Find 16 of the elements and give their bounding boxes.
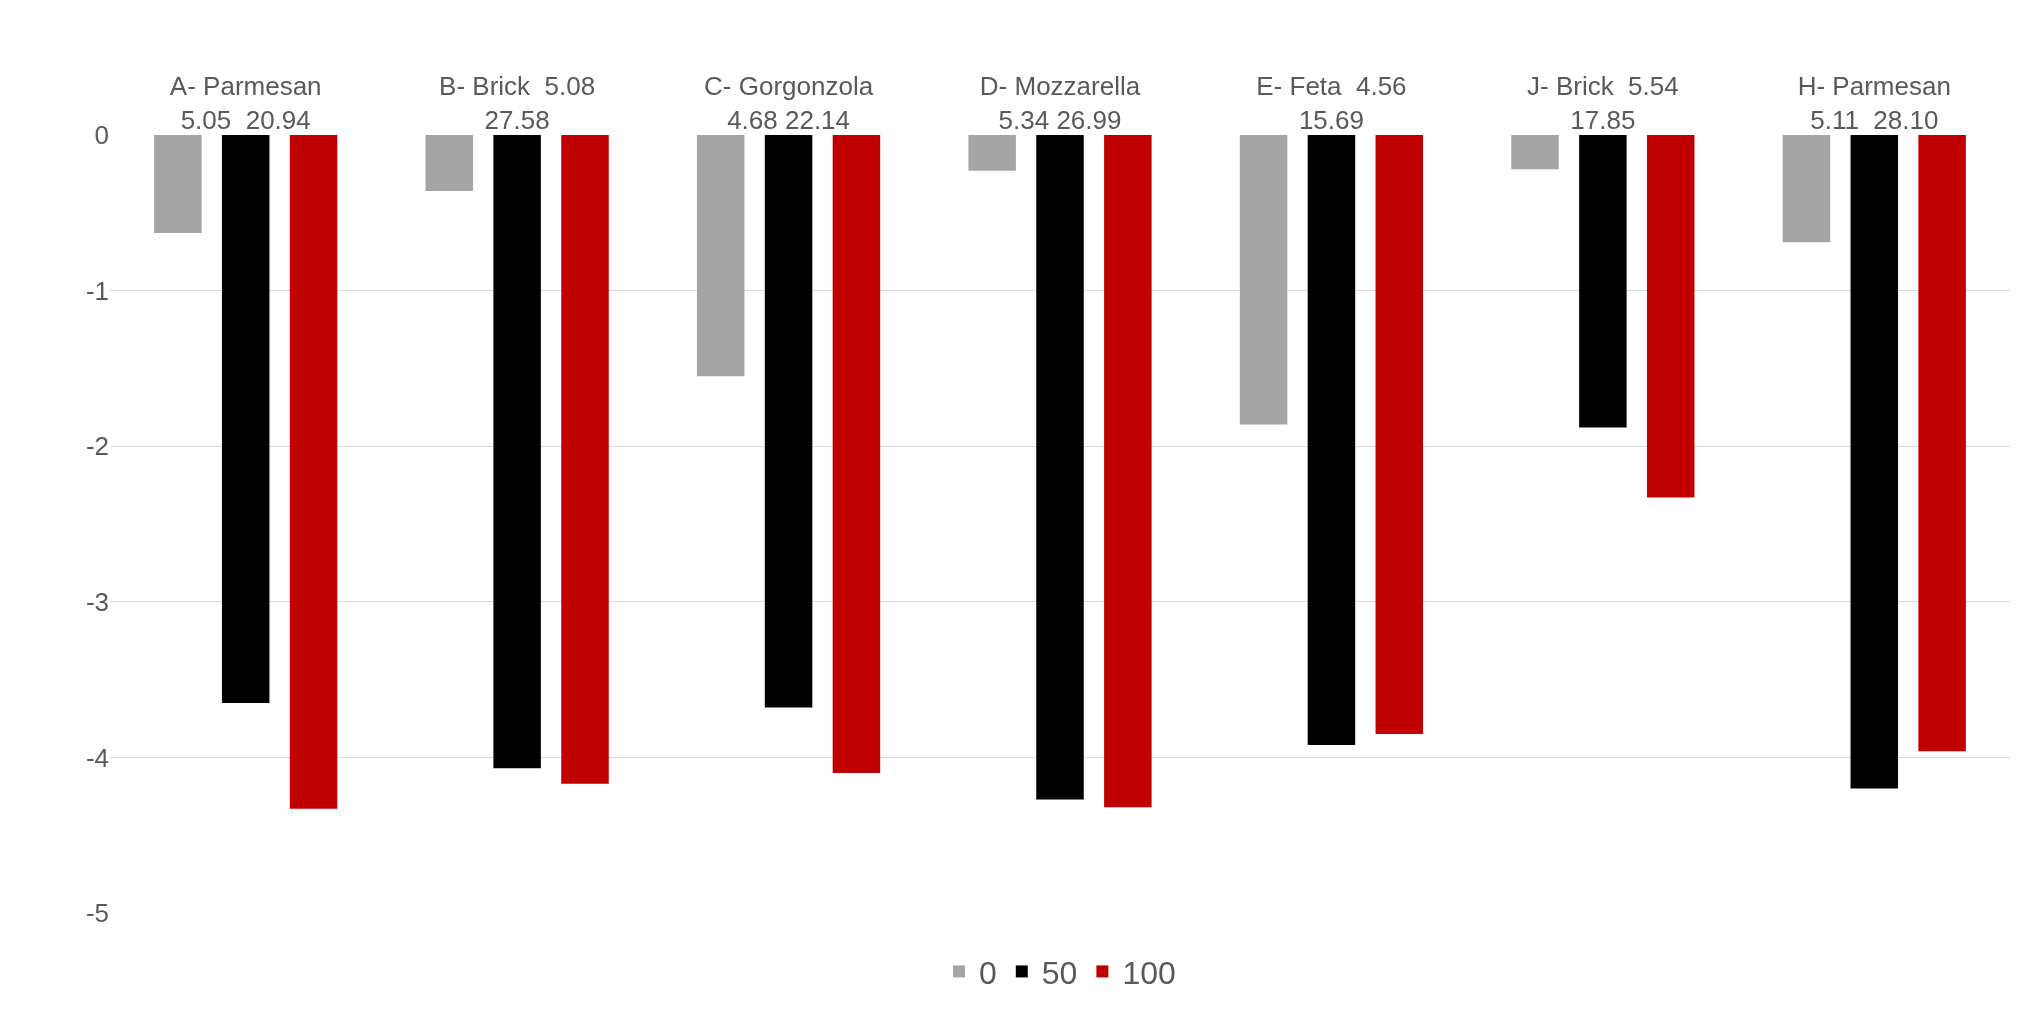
x-tick-label: J- Brick 5.54 17.85: [1527, 71, 1679, 135]
y-tick-label: -3: [85, 586, 109, 617]
x-tick-label: E- Feta 4.56 15.69: [1256, 71, 1407, 135]
x-tick-label: C- Gorgonzola 4.68 22.14: [704, 71, 874, 135]
y-tick-label: -4: [85, 742, 109, 773]
x-tick-label: B- Brick 5.08 27.58: [439, 71, 596, 135]
legend-label: 0: [979, 954, 997, 991]
legend-label: 50: [1041, 954, 1078, 991]
y-tick-label: -5: [85, 898, 109, 929]
y-tick-label: 0: [94, 120, 109, 151]
legend-label: 100: [1122, 954, 1176, 991]
y-tick-label: -1: [85, 275, 109, 306]
x-tick-label: A- Parmesan 5.05 20.94: [169, 71, 322, 135]
x-tick-label: H- Parmesan 5.11 28.10: [1797, 71, 1951, 135]
x-tick-label: D- Mozzarella 5.34 26.99: [979, 71, 1141, 135]
y-tick-label: -2: [85, 431, 109, 462]
